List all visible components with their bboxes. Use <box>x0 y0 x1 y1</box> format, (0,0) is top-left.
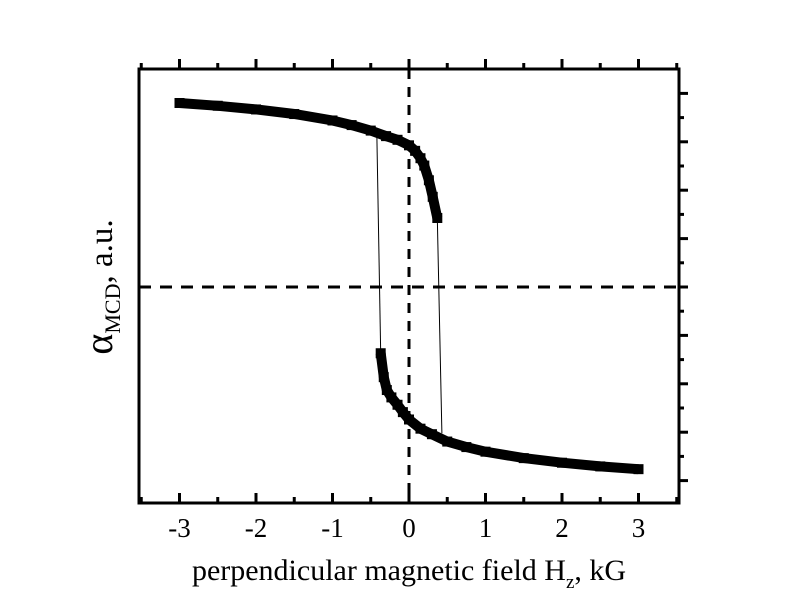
connector-line <box>436 217 443 434</box>
y-axis-ticks <box>139 91 688 483</box>
data-point <box>480 446 491 457</box>
data-point <box>375 348 386 359</box>
data-point <box>251 104 261 115</box>
reference-lines <box>139 69 679 503</box>
data-point <box>442 436 453 447</box>
series-curve <box>375 352 639 475</box>
x-tick-label: 2 <box>555 513 569 543</box>
data-point <box>289 109 300 120</box>
data-point <box>410 145 421 156</box>
data-point <box>432 213 443 223</box>
x-tick-label: 0 <box>402 513 416 543</box>
data-point <box>423 175 434 186</box>
x-tick-label: -1 <box>321 513 344 543</box>
data-point <box>212 100 223 111</box>
data-point <box>392 134 403 145</box>
connector-lines <box>376 136 443 434</box>
x-tick-label: -3 <box>168 513 191 543</box>
x-tick-labels: -3 -2 -1 0 1 2 3 <box>168 513 645 543</box>
data-point <box>381 131 392 142</box>
data-point <box>461 442 472 453</box>
data-point <box>426 429 437 440</box>
data-point <box>404 140 414 151</box>
data-point <box>415 153 426 164</box>
data-point <box>595 461 606 472</box>
x-tick-label: 3 <box>632 513 646 543</box>
x-tick-label: -2 <box>245 513 268 543</box>
data-point <box>419 160 430 171</box>
x-tick-label: 1 <box>479 513 493 543</box>
y-axis-title: αMCD, a.u. <box>76 219 125 354</box>
data-point <box>386 392 397 403</box>
data-points <box>174 98 644 475</box>
x-axis-title: perpendicular magnetic field Hz, kG <box>192 554 626 593</box>
data-point <box>378 372 389 383</box>
data-point <box>346 120 357 131</box>
data-point <box>392 399 403 410</box>
data-point <box>415 423 426 434</box>
data-point <box>381 385 392 396</box>
data-point <box>633 464 644 475</box>
data-point <box>404 414 414 425</box>
data-point <box>518 453 529 464</box>
data-point <box>557 457 567 468</box>
data-point <box>427 191 438 202</box>
x-axis-ticks <box>139 59 679 503</box>
data-point <box>327 115 338 126</box>
series-curve <box>179 98 443 220</box>
data-point <box>365 125 376 136</box>
connector-line <box>376 136 382 354</box>
data-point <box>397 407 408 418</box>
data-point <box>174 98 185 108</box>
